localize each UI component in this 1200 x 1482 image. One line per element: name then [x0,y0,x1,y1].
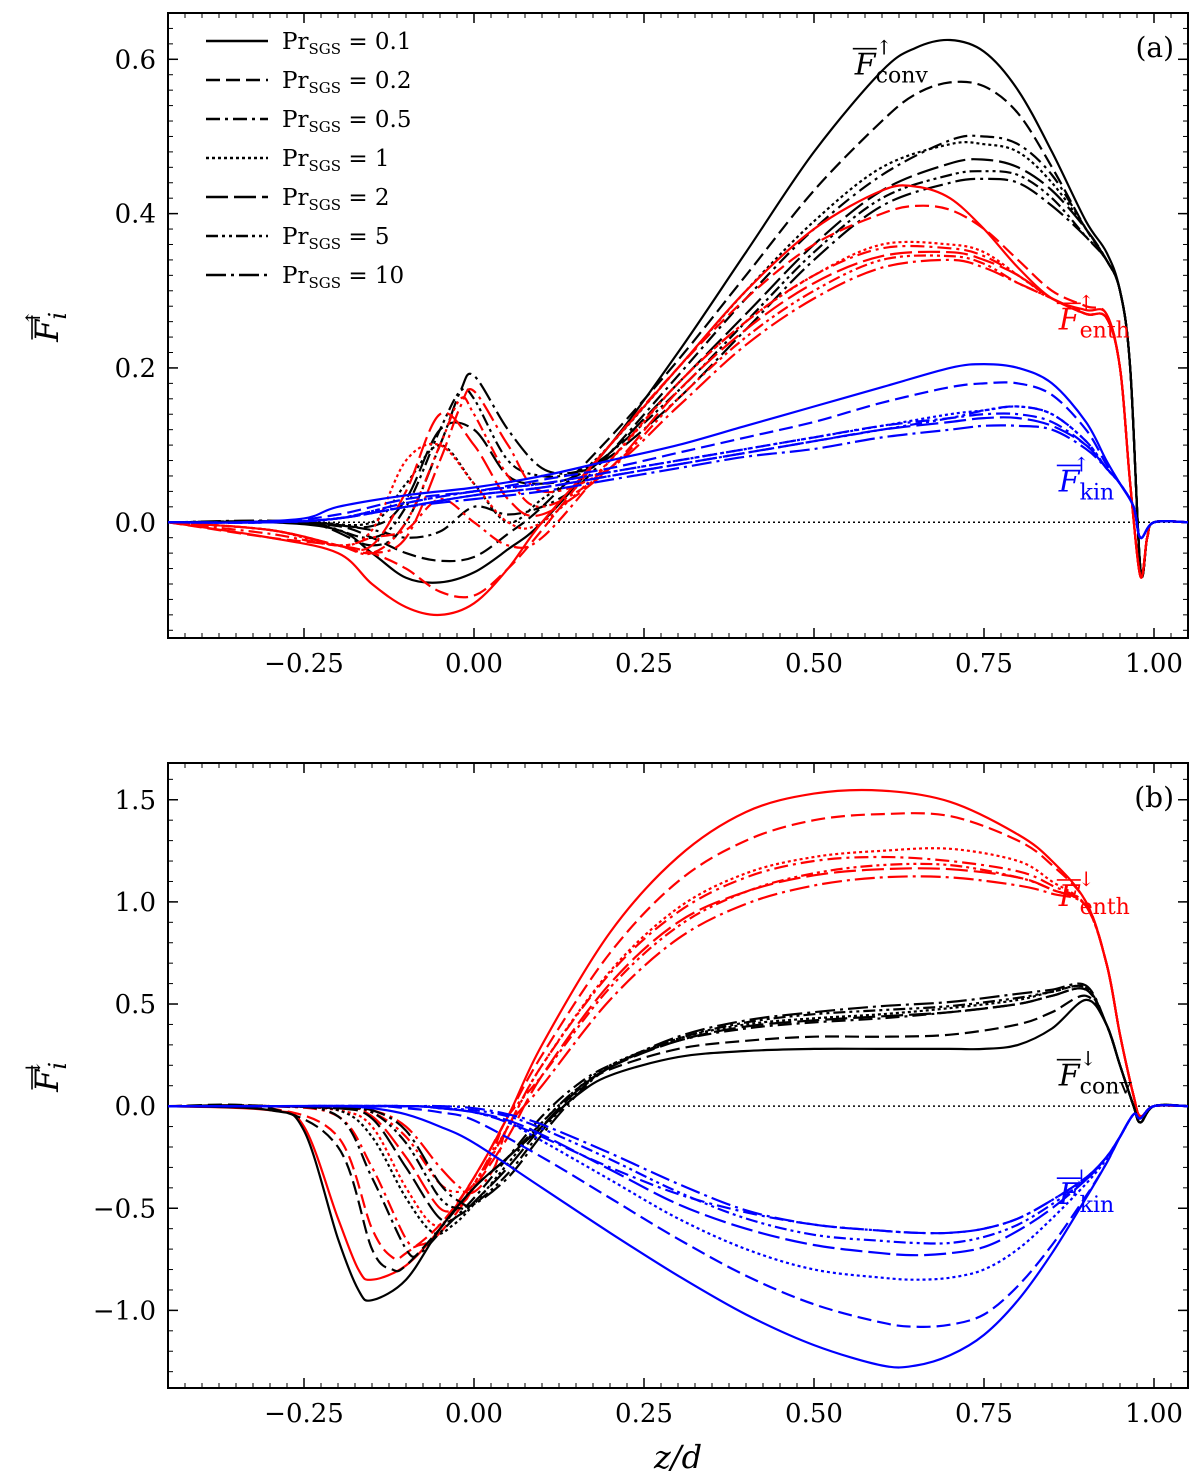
series-line-f-kin-down-pr-0.2 [168,1104,1188,1328]
series-line-f-kin-down-pr-0.1 [168,1104,1188,1369]
y-tick-label: 0.5 [115,990,156,1020]
series-line-f-enth-down-pr-0.5 [168,855,1188,1249]
y-tick-label: 0.0 [115,508,156,538]
series-label-kin: Fkin↓ [1058,1165,1114,1218]
x-tick-label: 0.25 [615,1399,673,1429]
series-line-f-conv-down-pr-10 [168,982,1188,1208]
series-label-enth: Fenth↓ [1058,867,1130,920]
x-tick-label: 0.75 [955,649,1013,679]
x-tick-label: −0.25 [264,649,344,679]
series-label-conv: Fconv↓ [1058,1047,1133,1100]
y-tick-label: 1.5 [115,786,156,816]
y-axis-label-text: Fi↓ [21,1059,72,1093]
series-line-f-enth-up-pr-0.5 [168,244,1188,579]
legend-entry: PrSGS = 0.1 [282,29,412,58]
series-label-kin: Fkin↑ [1058,452,1114,505]
y-tick-label: 0.6 [115,45,156,75]
legend-entry: PrSGS = 10 [282,263,404,292]
series-label-enth: Fenth↑ [1058,290,1130,343]
series-line-f-enth-up-pr-10 [168,258,1188,579]
x-tick-label: 0.25 [615,649,673,679]
panel-label: (a) [1135,31,1174,64]
x-tick-label: 0.75 [955,1399,1013,1429]
y-tick-label: 0.2 [115,354,156,384]
y-tick-label: 0.4 [115,200,156,230]
series-line-f-conv-down-pr-5 [168,984,1188,1211]
series-line-f-kin-up-pr-10 [168,424,1188,539]
panel-b: −0.25 0.00 0.25 0.50 0.75 1.00 −1.0 −0.5 0.0 0.5 1… [21,762,1189,1476]
legend-entry: PrSGS = 2 [282,185,390,214]
panel-label: (b) [1134,781,1174,814]
series-line-f-enth-down-pr-0.1 [168,788,1188,1281]
x-tick-label: 0.00 [445,649,503,679]
x-tick-label: 0.00 [445,1399,503,1429]
y-tick-label: 0.0 [115,1092,156,1122]
x-axis-label: z/d [653,1438,702,1476]
legend-entry: PrSGS = 1 [282,146,390,175]
series-line-f-kin-up-pr-0.2 [168,381,1188,539]
series-line-f-conv-down-pr-0.1 [168,998,1188,1302]
series-line-f-kin-down-pr-5 [168,1104,1188,1245]
series-line-f-enth-down-pr-10 [168,875,1188,1195]
x-tick-label: −0.25 [264,1399,344,1429]
legend-entry: PrSGS = 5 [282,224,390,253]
legend-entry: PrSGS = 0.5 [282,107,412,136]
y-tick-label: 1.0 [115,888,156,918]
series-line-f-enth-up-pr-0.2 [168,204,1188,599]
panel-a: −0.25 0.00 0.25 0.50 0.75 1.00 0.0 0.2 0.4 0.6 (a)… [21,12,1189,679]
series-label-conv: Fconv↑ [854,36,929,89]
y-tick-label: −1.0 [93,1296,156,1326]
y-tick-label: −0.5 [93,1194,156,1224]
x-tick-label: 0.50 [785,1399,843,1429]
series-line-f-conv-down-pr-0.5 [168,987,1188,1258]
series-line-f-conv-up-pr-1 [168,141,1188,579]
series-line-f-conv-down-pr-1 [168,984,1188,1236]
y-axis-label: Fi↓ [21,1059,72,1093]
legend-entry: PrSGS = 0.2 [282,68,412,97]
series-lines [168,38,1188,617]
series-line-f-enth-up-pr-5 [168,254,1188,579]
x-tick-label: 1.00 [1125,1399,1183,1429]
x-tick-label: 0.50 [785,649,843,679]
series-line-f-conv-down-pr-2 [168,987,1188,1223]
series-line-f-enth-up-pr-2 [168,250,1188,579]
y-axis-label: Fi↑ [21,309,72,343]
series-line-f-conv-up-pr-5 [168,170,1188,579]
series-lines [168,788,1188,1369]
x-tick-label: 1.00 [1125,649,1183,679]
y-axis-label-text: Fi↑ [21,309,72,343]
series-line-f-kin-down-pr-10 [168,1104,1188,1235]
